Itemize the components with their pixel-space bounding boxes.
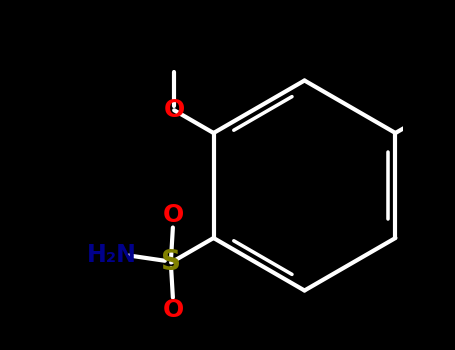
- Text: H₂N: H₂N: [87, 244, 136, 267]
- Text: S: S: [161, 248, 181, 276]
- Text: O: O: [163, 98, 185, 122]
- Text: O: O: [162, 203, 183, 227]
- Text: O: O: [162, 298, 183, 322]
